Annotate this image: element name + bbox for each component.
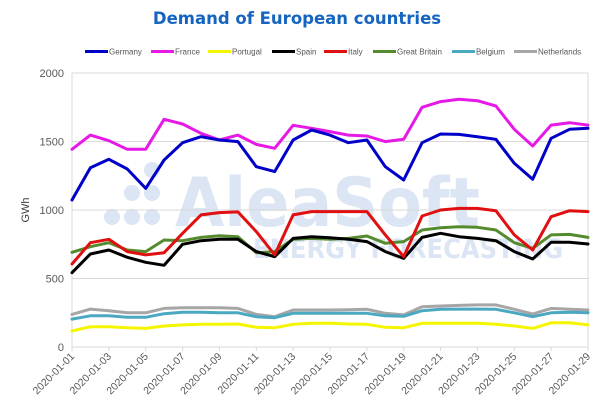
legend-label: Belgium bbox=[476, 48, 505, 57]
legend-item-france: France bbox=[151, 48, 200, 57]
gridlines bbox=[72, 72, 588, 279]
legend-label: Netherlands bbox=[538, 48, 581, 57]
legend-label: France bbox=[175, 48, 200, 57]
chart-title: Demand of European countries bbox=[153, 9, 441, 28]
series-line-germany bbox=[70, 126, 590, 202]
y-tick-label: 2000 bbox=[40, 68, 64, 80]
legend-item-netherlands: Netherlands bbox=[514, 48, 581, 57]
legend-item-portugal: Portugal bbox=[208, 48, 262, 57]
series-line-great-britain bbox=[70, 225, 590, 255]
legend-item-belgium: Belgium bbox=[452, 48, 505, 57]
series-line-france bbox=[70, 97, 590, 151]
legend-label: Germany bbox=[109, 48, 142, 57]
series-line-italy bbox=[70, 206, 590, 266]
legend-item-spain: Spain bbox=[272, 48, 316, 57]
plot-area bbox=[70, 97, 590, 333]
legend-item-italy: Italy bbox=[324, 48, 363, 57]
legend-item-germany: Germany bbox=[85, 48, 142, 57]
series-line-spain bbox=[70, 231, 590, 275]
series-line-portugal bbox=[70, 321, 590, 333]
y-tick-label: 0 bbox=[58, 342, 64, 354]
legend-label: Spain bbox=[296, 48, 316, 57]
y-axis-title: GWh bbox=[20, 197, 32, 222]
legend-label: Italy bbox=[348, 48, 363, 57]
y-tick-label: 1000 bbox=[40, 205, 64, 217]
series-line-netherlands bbox=[70, 303, 590, 319]
watermark: AleaSoft ENERGY FORECASTING bbox=[104, 162, 563, 265]
legend-label: Portugal bbox=[232, 48, 262, 57]
watermark-brand: AleaSoft bbox=[175, 164, 480, 243]
series-line-belgium bbox=[70, 307, 590, 321]
legend-label: Great Britain bbox=[397, 48, 442, 57]
legend-item-great-britain: Great Britain bbox=[373, 48, 442, 57]
watermark-logo-icon bbox=[104, 162, 160, 225]
legend: Germany France Portugal Spain Italy Great Bri… bbox=[85, 48, 581, 57]
y-tick-label: 500 bbox=[46, 274, 64, 286]
y-axis: 0 500 1000 1500 2000 bbox=[40, 68, 64, 354]
y-tick-label: 1500 bbox=[40, 137, 64, 149]
